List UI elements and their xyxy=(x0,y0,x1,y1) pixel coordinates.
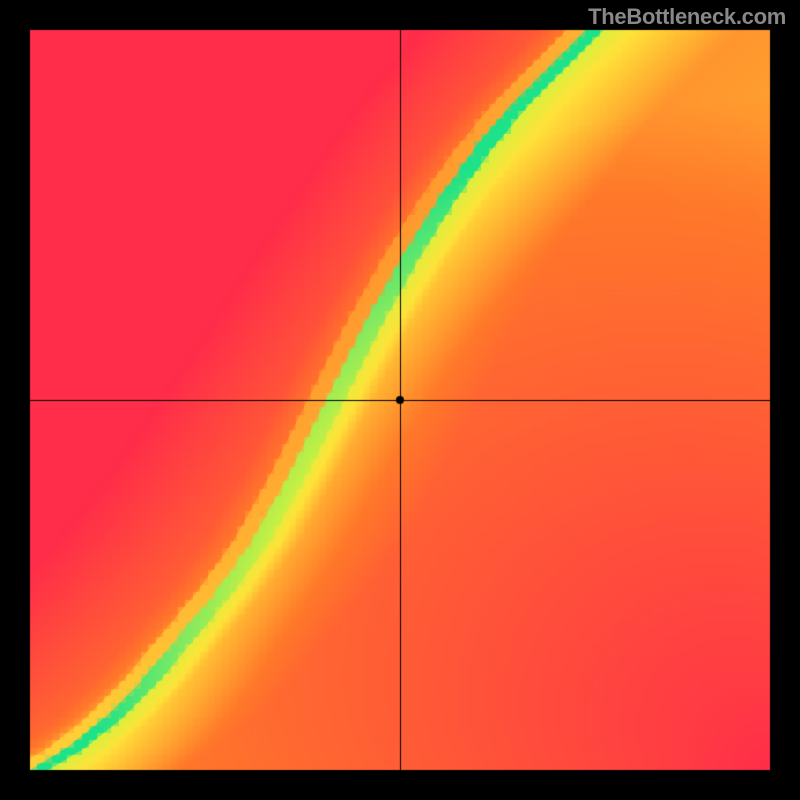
chart-container: TheBottleneck.com xyxy=(0,0,800,800)
heatmap-canvas xyxy=(0,0,800,800)
watermark-text: TheBottleneck.com xyxy=(588,4,786,30)
